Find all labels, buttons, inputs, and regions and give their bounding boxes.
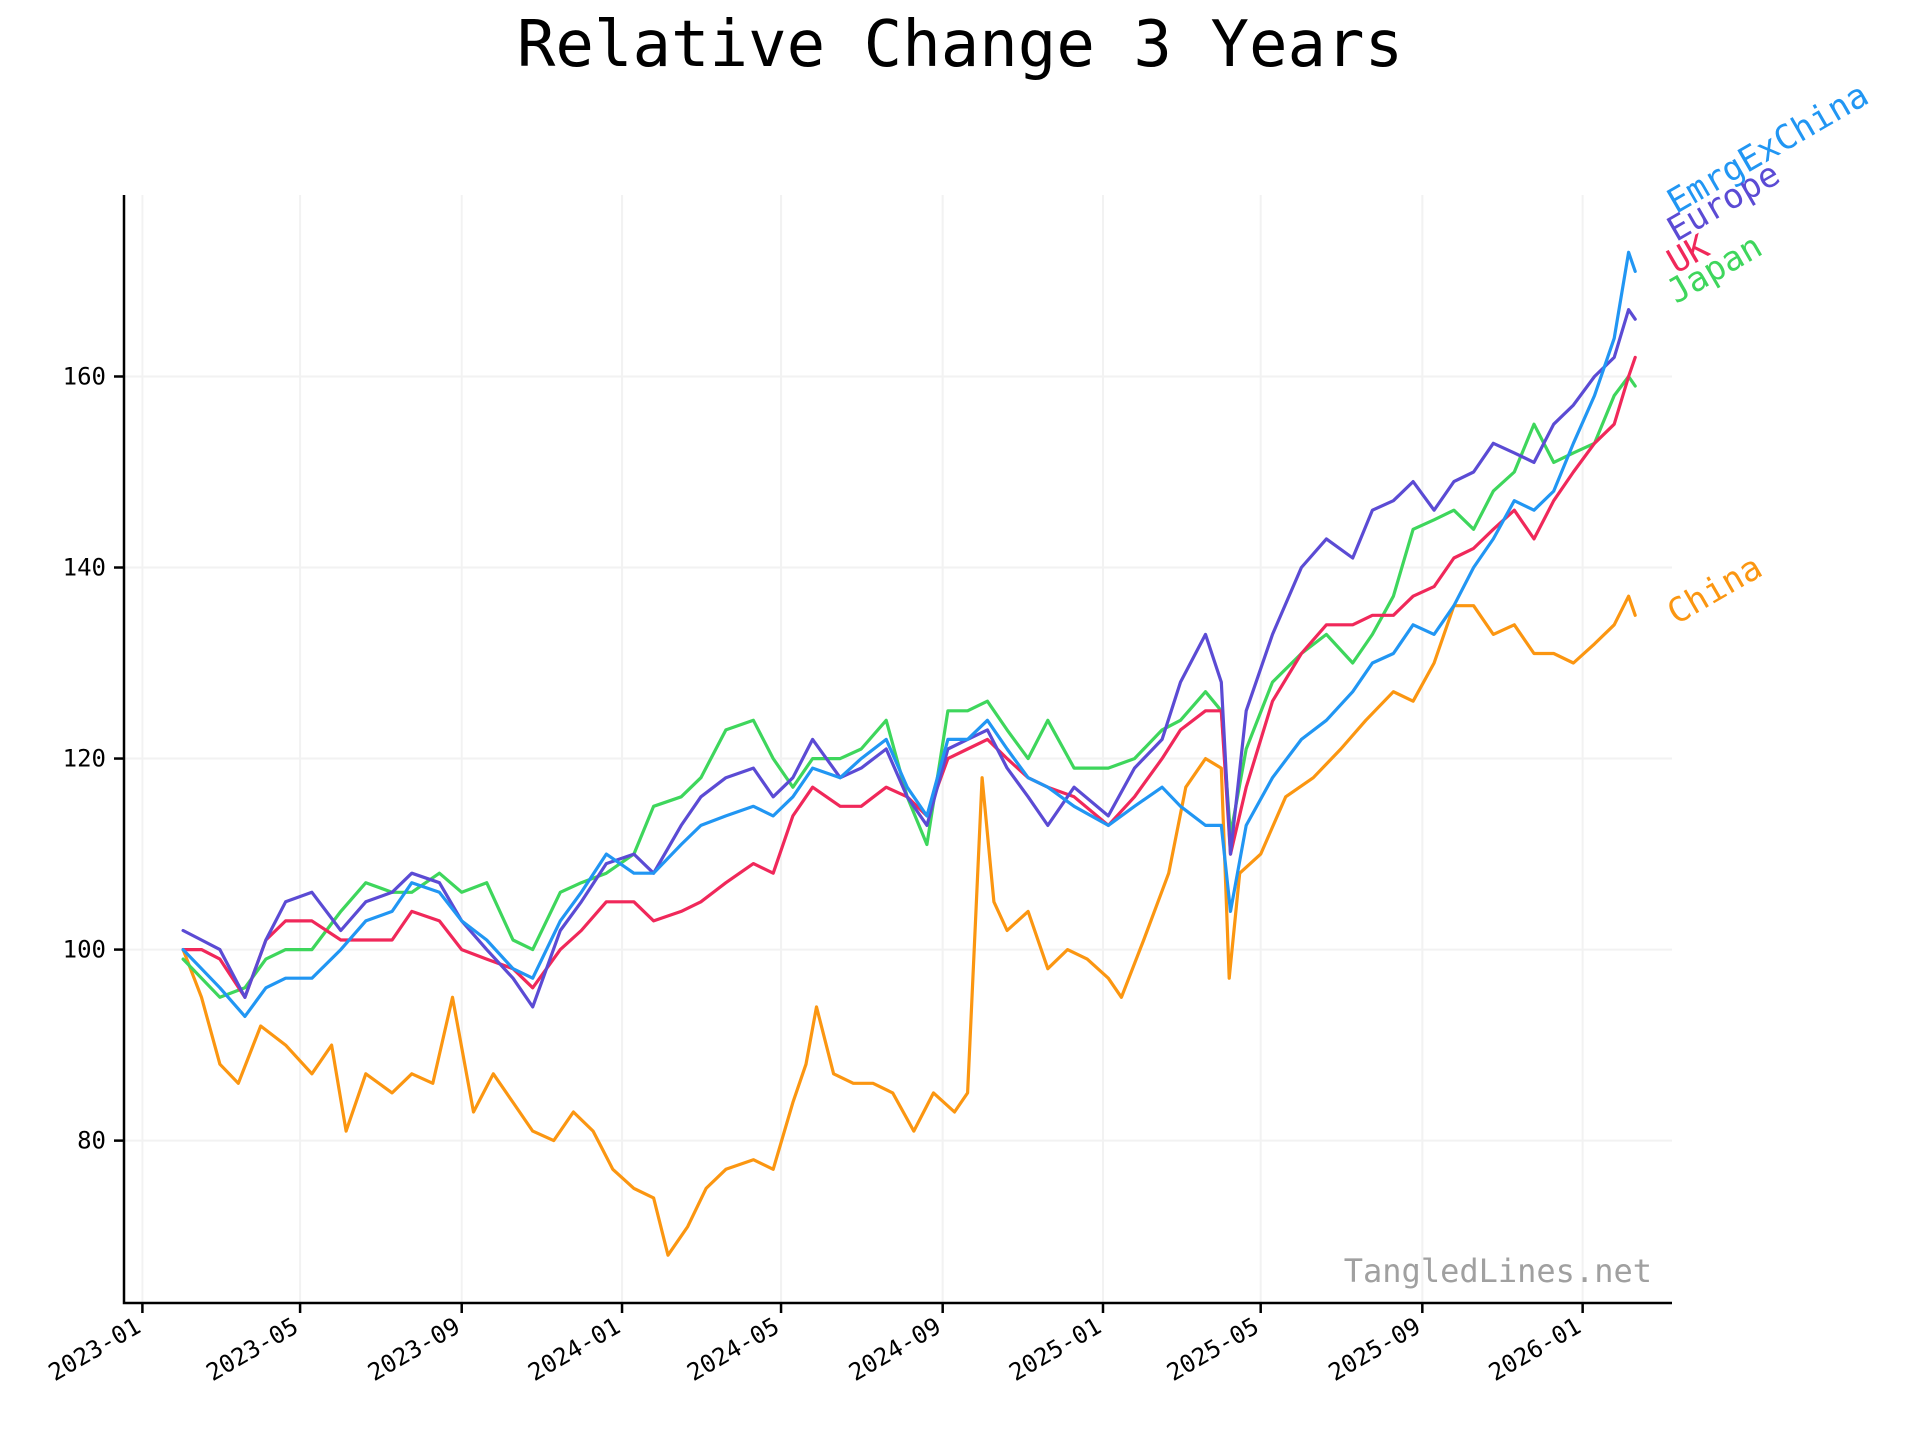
x-tick-label: 2024-01 [523, 1312, 625, 1387]
axes: 2023-01 2023-05 2023-09 2024-01 2024-05 2024-… [44, 195, 1672, 1387]
y-tick-label: 100 [63, 936, 106, 964]
y-tick-label: 140 [63, 554, 106, 582]
x-tick-label: 2023-01 [44, 1312, 146, 1387]
series-line-uk [181, 355, 1637, 999]
watermark: TangledLines.net [1344, 1252, 1652, 1290]
y-tick-label: 160 [63, 362, 106, 390]
x-tick-label: 2023-09 [363, 1312, 465, 1387]
y-tick-label: 80 [77, 1127, 106, 1155]
x-tick-label: 2025-05 [1162, 1312, 1264, 1387]
grid-lines [124, 195, 1672, 1303]
chart-title: Relative Change 3 Years [517, 8, 1403, 82]
x-tick-label: 2023-05 [201, 1312, 303, 1387]
series-line-japan [181, 374, 1637, 999]
series-label-china: China [1661, 547, 1770, 633]
y-tick-label: 120 [63, 745, 106, 773]
series-line-emrgexchina [181, 250, 1637, 1018]
x-tick-label: 2025-01 [1004, 1312, 1106, 1387]
series-line-europe [181, 308, 1637, 1009]
x-tick-label: 2026-01 [1484, 1312, 1586, 1387]
series-lines [181, 250, 1637, 1257]
x-tick-label: 2024-09 [844, 1312, 946, 1387]
x-tick-label: 2024-05 [682, 1312, 784, 1387]
axis-lines [122, 195, 1672, 1305]
series-line-china [181, 594, 1637, 1257]
x-tick-label: 2025-09 [1324, 1312, 1426, 1387]
